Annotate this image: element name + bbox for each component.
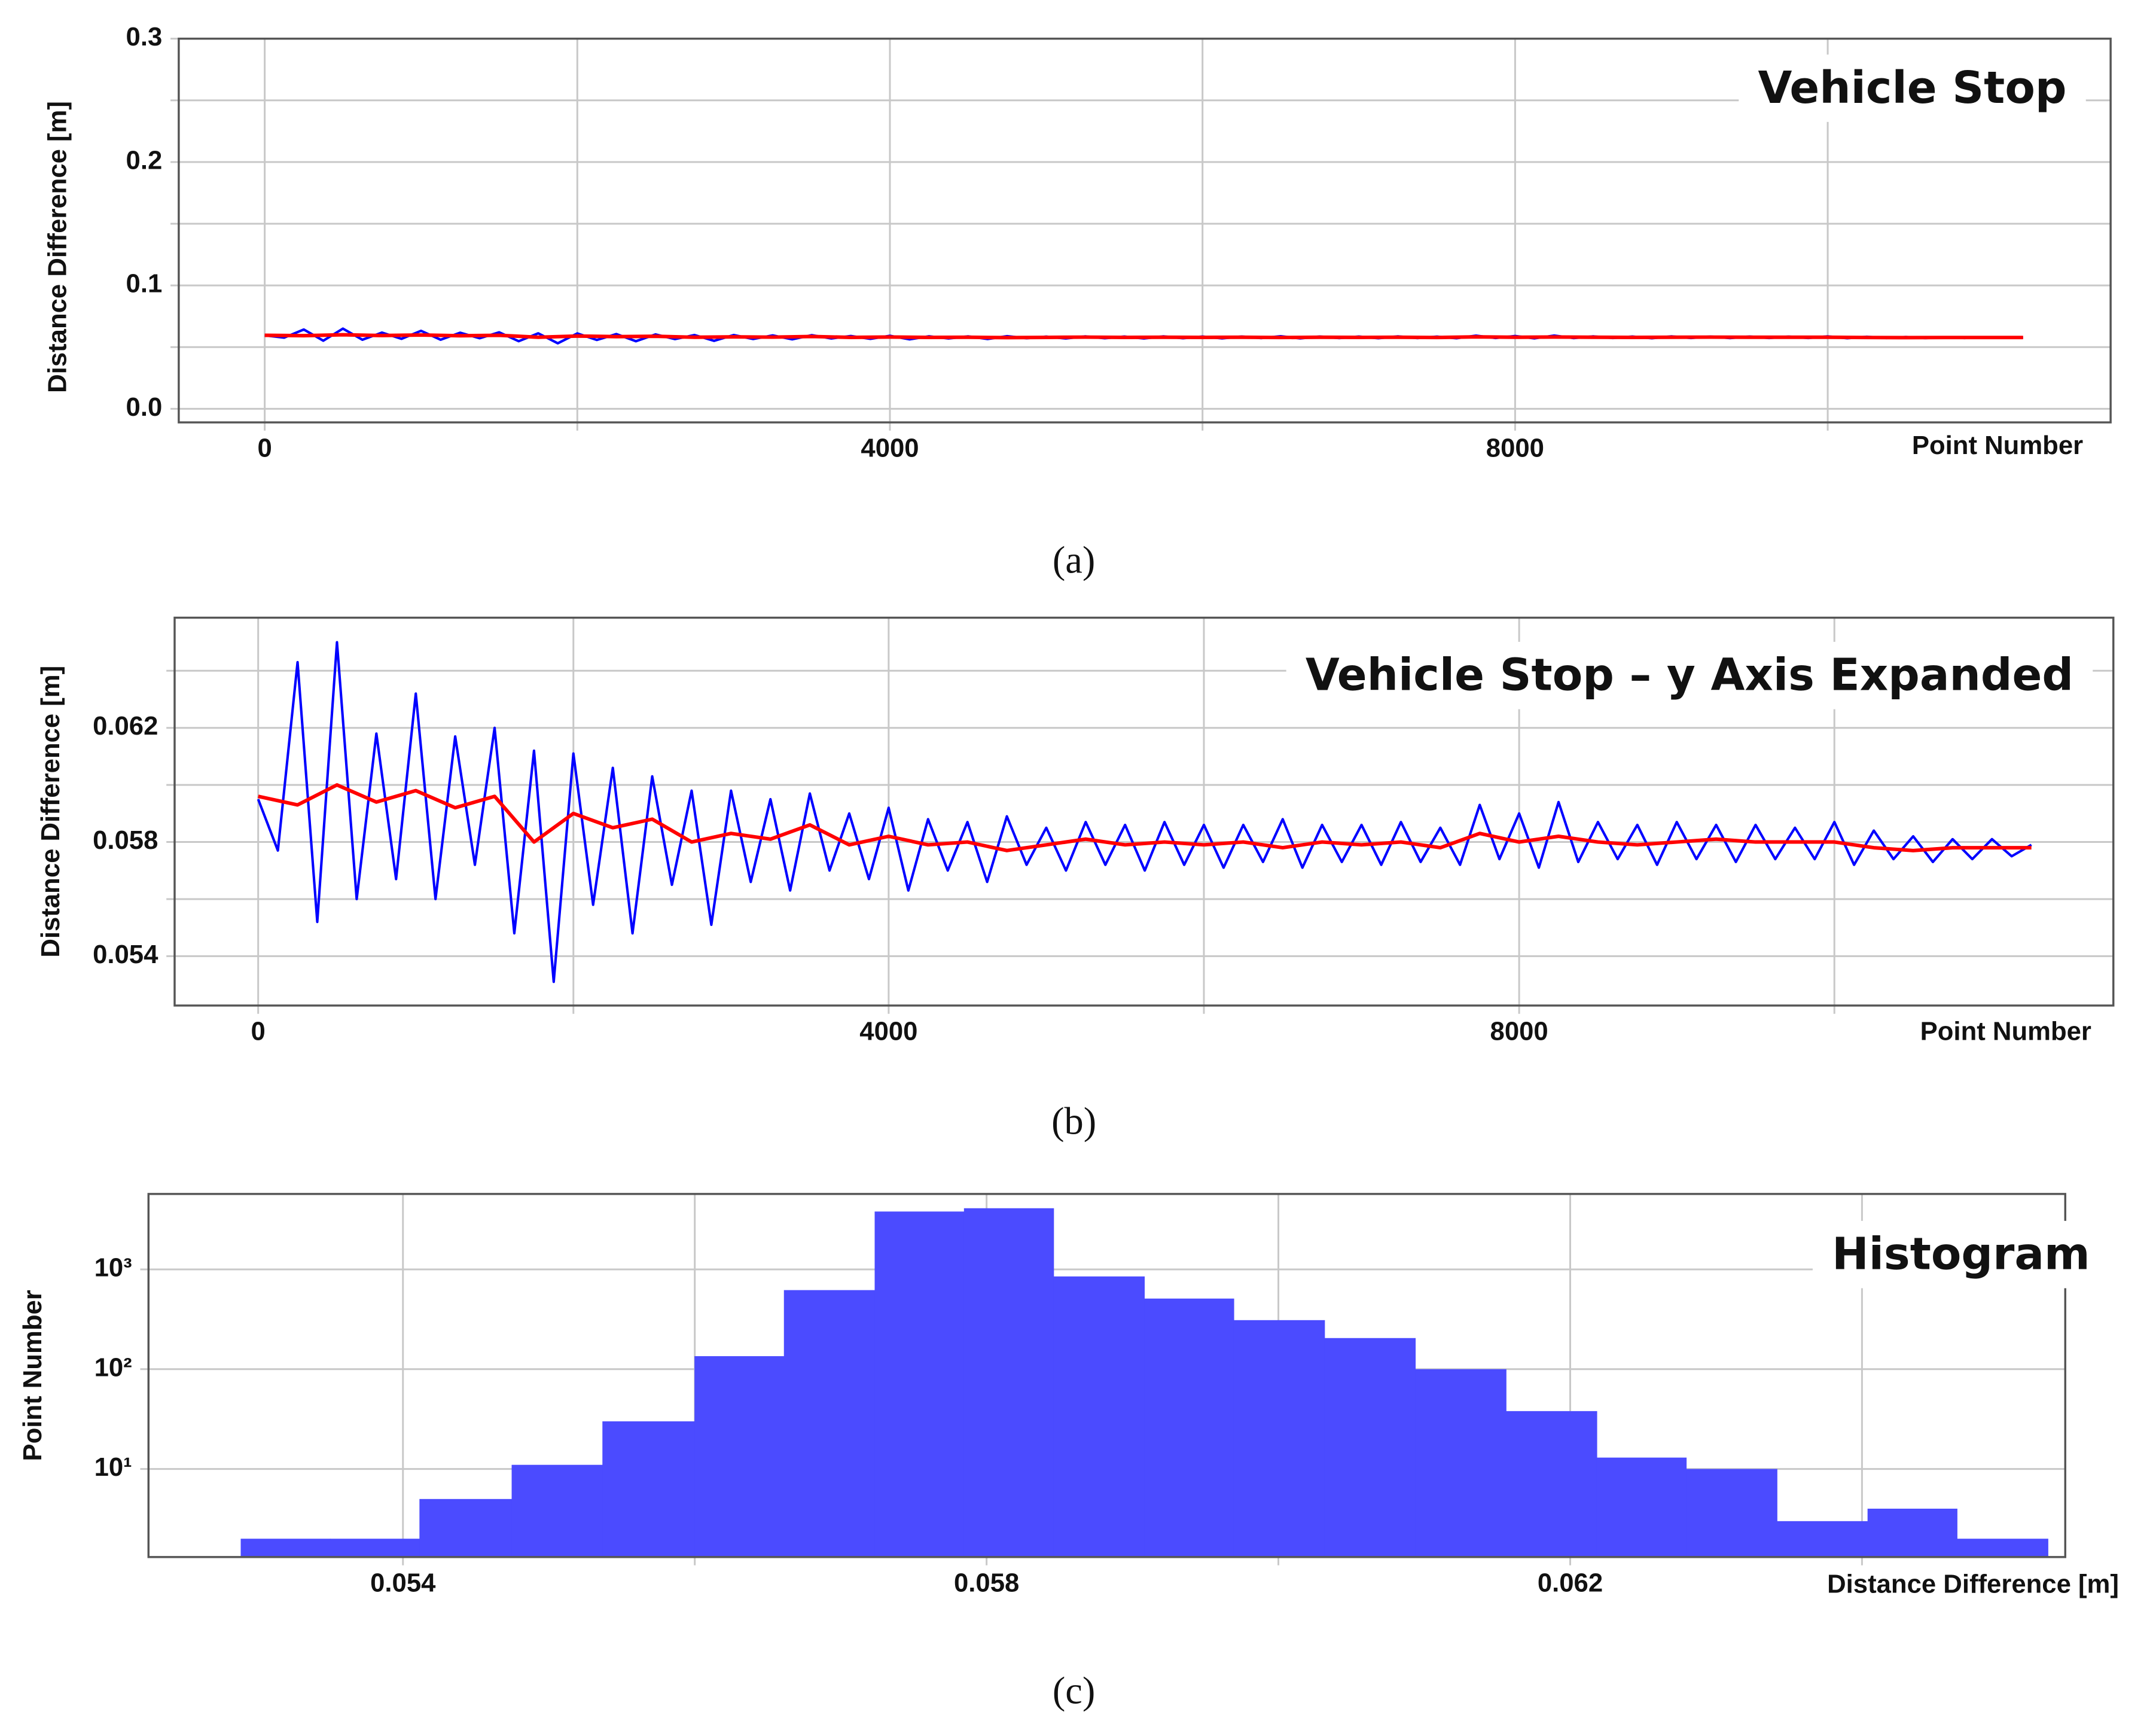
x-axis-label: Point Number: [1920, 1016, 2091, 1046]
x-tick-label: 0.054: [370, 1568, 436, 1597]
label-background: [1821, 1569, 2125, 1599]
y-tick-label: 10¹: [94, 1452, 132, 1482]
y-tick-label: 0.1: [126, 269, 163, 299]
label-background: [1914, 1016, 2097, 1046]
y-tick-label: 10²: [94, 1353, 132, 1382]
histogram-bar: [1776, 1521, 1868, 1557]
y-axis-label: Distance Difference [m]: [42, 101, 72, 393]
caption: (b): [1051, 1100, 1096, 1143]
histogram-bar: [330, 1539, 420, 1557]
chart-title: Histogram: [1832, 1229, 2090, 1280]
y-tick-label: 0.062: [93, 711, 158, 741]
chart-title: Vehicle Stop: [1758, 63, 2066, 114]
title-background: [1739, 54, 2086, 122]
x-tick-label: 8000: [1486, 434, 1544, 463]
y-tick-label: 0.0: [126, 392, 163, 422]
histogram-bar: [963, 1208, 1054, 1557]
histogram-bar: [1867, 1508, 1957, 1557]
y-tick-label: 0.054: [93, 940, 158, 969]
x-tick-label: 0: [257, 434, 272, 463]
histogram-bar: [1324, 1338, 1416, 1557]
plot-frame: [173, 616, 2115, 1007]
y-axis-label: Point Number: [18, 1290, 47, 1461]
data-line: [264, 333, 2023, 340]
x-tick-label: 4000: [859, 1016, 917, 1046]
x-tick-label: 8000: [1490, 1016, 1548, 1046]
histogram-bar: [783, 1290, 876, 1557]
y-tick-label: 0.2: [126, 145, 163, 175]
histogram-bar: [1144, 1298, 1234, 1557]
y-axis-label: Distance Difference [m]: [36, 666, 65, 958]
x-axis-label: Distance Difference [m]: [1827, 1570, 2119, 1599]
y-tick-label: 0.3: [126, 22, 163, 51]
title-background: [1286, 641, 2093, 709]
plot-frame: [147, 1193, 2066, 1558]
x-tick-label: 0: [251, 1016, 266, 1046]
x-axis-label: Point Number: [1912, 431, 2083, 460]
histogram-bar: [694, 1356, 785, 1557]
y-tick-label: 10³: [94, 1253, 132, 1283]
histogram-bar: [511, 1464, 603, 1557]
label-background: [1906, 431, 2089, 461]
histogram-bar: [602, 1421, 696, 1557]
histogram-bar: [419, 1499, 513, 1557]
histogram-bar: [240, 1539, 331, 1557]
chart-title: Vehicle Stop – y Axis Expanded: [1306, 650, 2073, 701]
title-background: [1812, 1220, 2109, 1289]
plot-frame: [178, 37, 2112, 424]
x-tick-label: 0.062: [1538, 1568, 1603, 1597]
histogram-bar: [1415, 1369, 1507, 1557]
x-tick-label: 0.058: [954, 1568, 1019, 1597]
histogram-bar: [874, 1211, 965, 1557]
y-tick-label: 0.058: [93, 826, 158, 855]
histogram-bar: [1233, 1320, 1325, 1557]
histogram-bar: [1956, 1539, 2048, 1557]
histogram-bar: [1596, 1457, 1687, 1557]
caption: (c): [1053, 1670, 1095, 1712]
data-line: [257, 641, 2032, 983]
histogram-bar: [1505, 1411, 1597, 1557]
histogram-bar: [1686, 1469, 1777, 1557]
histogram-bar: [1053, 1276, 1145, 1557]
caption: (a): [1053, 539, 1095, 581]
x-tick-label: 4000: [861, 434, 919, 463]
data-line: [258, 783, 2032, 852]
